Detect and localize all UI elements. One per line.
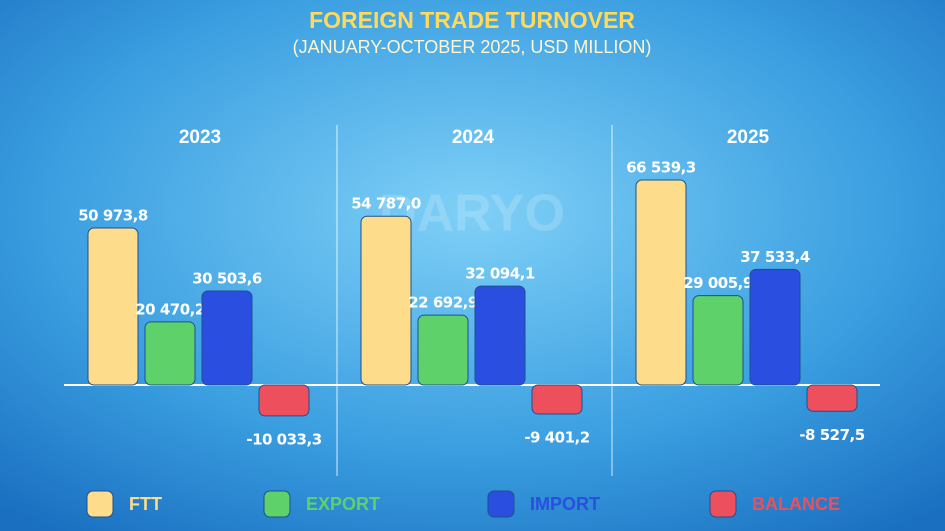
value-label: -10 033,3 (246, 430, 321, 448)
bar (417, 314, 469, 386)
value-label: -8 527,5 (799, 426, 864, 444)
bar (692, 295, 744, 386)
value-label: 22 692,9 (408, 294, 478, 312)
value-label: 30 503,6 (192, 270, 262, 288)
value-label: 29 005,9 (683, 274, 753, 292)
legend-swatch (86, 490, 114, 518)
legend-label: FTT (129, 494, 162, 514)
legend-label: IMPORT (530, 494, 600, 514)
bar (87, 227, 139, 386)
bar (806, 384, 858, 412)
chart-subtitle: (JANUARY-OCTOBER 2025, USD MILLION) (293, 37, 652, 57)
bar (258, 384, 310, 417)
legend-label: BALANCE (752, 494, 840, 514)
value-label: 20 470,2 (135, 300, 205, 318)
bar (474, 285, 526, 386)
value-label: 66 539,3 (626, 159, 696, 177)
legend-swatch (263, 490, 291, 518)
legend-swatch (487, 490, 515, 518)
value-label: 32 094,1 (465, 265, 535, 283)
bar (749, 268, 801, 386)
bar (360, 215, 412, 386)
category-label: 2023 (179, 127, 221, 148)
value-label: 50 973,8 (78, 206, 148, 224)
chart-title: FOREIGN TRADE TURNOVER (309, 7, 635, 33)
legend-label: EXPORT (306, 494, 380, 514)
bar (635, 179, 687, 386)
category-label: 2024 (452, 127, 495, 148)
value-label: 54 787,0 (351, 195, 421, 213)
bar (201, 290, 253, 386)
value-label: -9 401,2 (524, 428, 589, 446)
bar (531, 384, 583, 415)
category-label: 2025 (727, 127, 770, 148)
bar (144, 321, 196, 386)
value-label: 37 533,4 (740, 248, 810, 266)
legend-swatch (709, 490, 737, 518)
